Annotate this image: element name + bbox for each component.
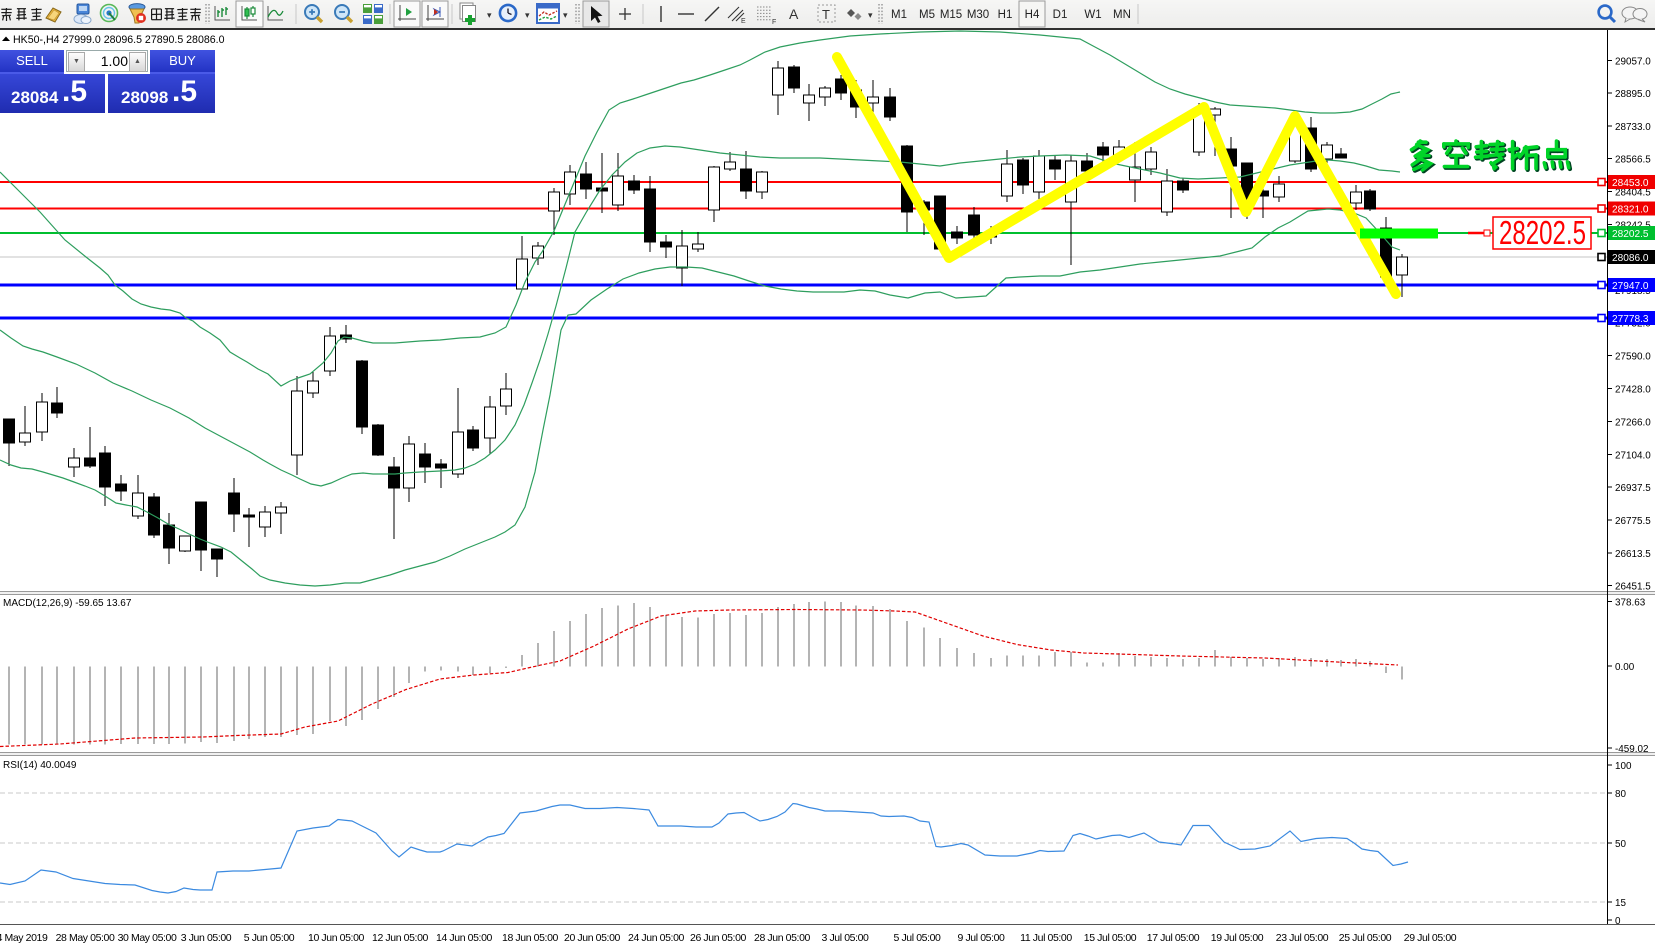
- svg-text:28733.0: 28733.0: [1615, 122, 1651, 133]
- svg-text:28895.0: 28895.0: [1615, 89, 1651, 100]
- svg-text:M1: M1: [891, 9, 907, 21]
- svg-text:5 Jul 05:00: 5 Jul 05:00: [894, 932, 942, 944]
- svg-text:M15: M15: [940, 9, 962, 21]
- svg-text:29057.0: 29057.0: [1615, 56, 1651, 67]
- svg-text:15 Jul 05:00: 15 Jul 05:00: [1084, 932, 1137, 944]
- svg-text:H1: H1: [998, 9, 1013, 21]
- svg-text:28404.5: 28404.5: [1615, 187, 1651, 198]
- svg-text:W1: W1: [1084, 9, 1101, 21]
- svg-text:378.63: 378.63: [1615, 597, 1646, 608]
- svg-text:15: 15: [1615, 898, 1626, 909]
- svg-text:17 Jul 05:00: 17 Jul 05:00: [1147, 932, 1200, 944]
- svg-text:29 Jul 05:00: 29 Jul 05:00: [1404, 932, 1457, 944]
- svg-text:5 Jun 05:00: 5 Jun 05:00: [244, 932, 295, 944]
- svg-text:D1: D1: [1053, 9, 1068, 21]
- svg-text:24 Jun 05:00: 24 Jun 05:00: [628, 932, 684, 944]
- svg-text:28202.5: 28202.5: [1612, 229, 1649, 240]
- svg-text:T: T: [822, 7, 830, 22]
- svg-text:25 Jul 05:00: 25 Jul 05:00: [1339, 932, 1392, 944]
- svg-text:26 Jun 05:00: 26 Jun 05:00: [690, 932, 746, 944]
- svg-text:28242.5: 28242.5: [1615, 220, 1651, 231]
- svg-text:30 May 05:00: 30 May 05:00: [118, 932, 177, 944]
- svg-text:12 Jun 05:00: 12 Jun 05:00: [372, 932, 428, 944]
- svg-text:80: 80: [1615, 789, 1626, 800]
- svg-text:26613.5: 26613.5: [1615, 549, 1651, 560]
- svg-text:M30: M30: [967, 9, 989, 21]
- svg-text:28321.0: 28321.0: [1612, 205, 1649, 216]
- svg-text:11 Jul 05:00: 11 Jul 05:00: [1020, 932, 1072, 944]
- svg-text:10 Jun 05:00: 10 Jun 05:00: [308, 932, 364, 944]
- svg-text:14 Jun 05:00: 14 Jun 05:00: [436, 932, 492, 944]
- svg-text:MACD(12,26,9) -59.65 13.67: MACD(12,26,9) -59.65 13.67: [3, 598, 132, 609]
- svg-text:28453.0: 28453.0: [1612, 178, 1649, 189]
- svg-text:50: 50: [1615, 839, 1626, 850]
- svg-text:▾: ▾: [525, 10, 530, 20]
- svg-text:19 Jul 05:00: 19 Jul 05:00: [1211, 932, 1264, 944]
- svg-text:27104.0: 27104.0: [1615, 450, 1651, 461]
- svg-text:18 Jun 05:00: 18 Jun 05:00: [502, 932, 558, 944]
- svg-text:27266.0: 27266.0: [1615, 417, 1651, 428]
- svg-text:27590.0: 27590.0: [1615, 351, 1651, 362]
- svg-text:A: A: [789, 6, 799, 22]
- svg-text:23 Jul 05:00: 23 Jul 05:00: [1276, 932, 1329, 944]
- svg-text:▾: ▾: [868, 10, 873, 20]
- svg-text:28086.0: 28086.0: [1612, 253, 1649, 264]
- svg-text:100: 100: [1615, 761, 1632, 772]
- svg-text:28 May 05:00: 28 May 05:00: [56, 932, 115, 944]
- svg-text:M5: M5: [919, 9, 935, 21]
- svg-text:28 Jun 05:00: 28 Jun 05:00: [754, 932, 810, 944]
- svg-text:28566.5: 28566.5: [1615, 154, 1651, 165]
- svg-text:3 Jul 05:00: 3 Jul 05:00: [822, 932, 870, 944]
- svg-text:F: F: [772, 19, 776, 26]
- svg-text:▾: ▾: [487, 10, 492, 20]
- svg-text:RSI(14) 40.0049: RSI(14) 40.0049: [3, 760, 77, 771]
- svg-text:4 May 2019: 4 May 2019: [0, 932, 48, 944]
- svg-text:▾: ▾: [563, 10, 568, 20]
- svg-text:HK50-,H4 27999.0 28096.5 2789: HK50-,H4 27999.0 28096.5 27890.5 28086.0: [13, 34, 225, 46]
- svg-text:28202.5: 28202.5: [1499, 214, 1586, 251]
- svg-text:26775.5: 26775.5: [1615, 516, 1651, 527]
- svg-text:H4: H4: [1025, 9, 1040, 21]
- svg-text:27778.3: 27778.3: [1612, 314, 1649, 325]
- svg-text:-459.02: -459.02: [1615, 744, 1649, 755]
- svg-text:0.00: 0.00: [1615, 662, 1635, 673]
- svg-text:26451.5: 26451.5: [1615, 581, 1651, 592]
- svg-text:E: E: [741, 18, 746, 25]
- svg-text:27947.0: 27947.0: [1612, 281, 1649, 292]
- svg-text:20 Jun 05:00: 20 Jun 05:00: [564, 932, 620, 944]
- svg-text:MN: MN: [1113, 9, 1131, 21]
- svg-text:0: 0: [1615, 916, 1621, 927]
- svg-text:3 Jun 05:00: 3 Jun 05:00: [181, 932, 232, 944]
- svg-text:27428.0: 27428.0: [1615, 384, 1651, 395]
- svg-text:9 Jul 05:00: 9 Jul 05:00: [958, 932, 1006, 944]
- svg-text:26937.5: 26937.5: [1615, 483, 1651, 494]
